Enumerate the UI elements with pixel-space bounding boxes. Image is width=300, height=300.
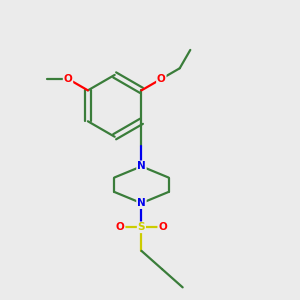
- Text: O: O: [157, 74, 166, 84]
- Text: S: S: [138, 222, 145, 232]
- Text: O: O: [64, 74, 72, 84]
- Text: N: N: [137, 198, 146, 208]
- Text: O: O: [116, 222, 124, 232]
- Text: O: O: [158, 222, 167, 232]
- Text: N: N: [137, 161, 146, 171]
